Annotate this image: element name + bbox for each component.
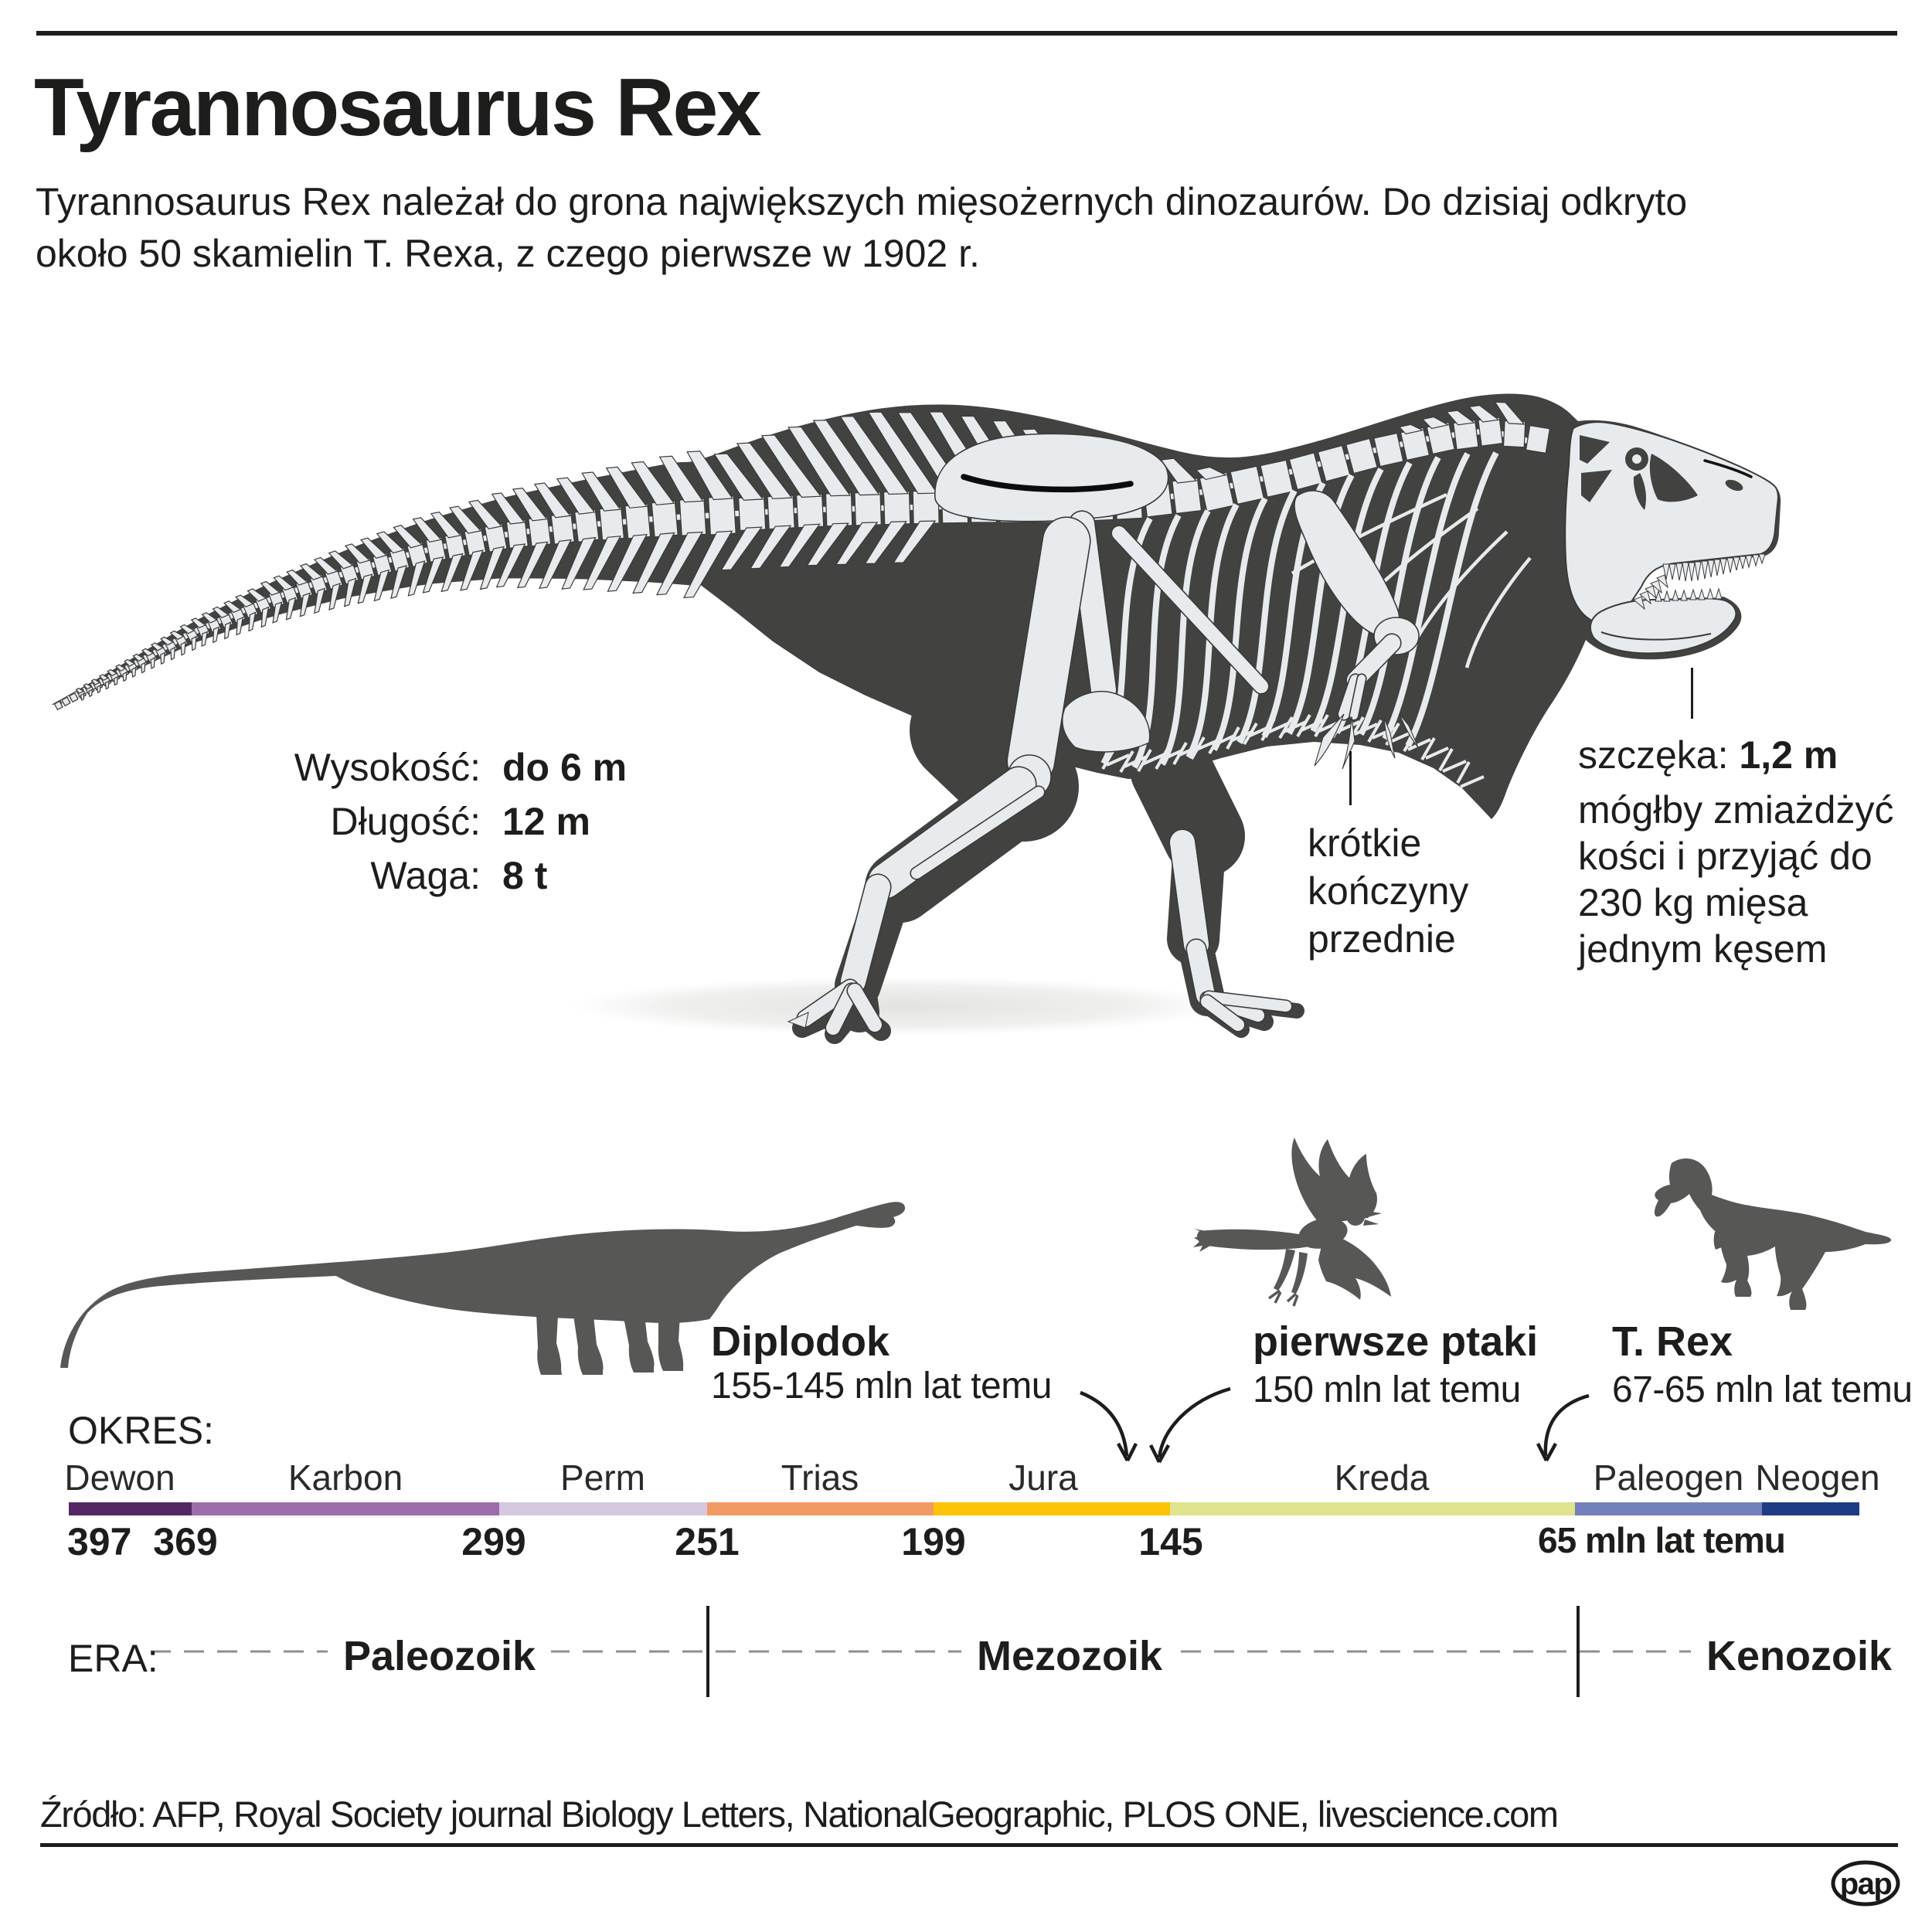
svg-text:pap: pap <box>1840 1867 1892 1901</box>
